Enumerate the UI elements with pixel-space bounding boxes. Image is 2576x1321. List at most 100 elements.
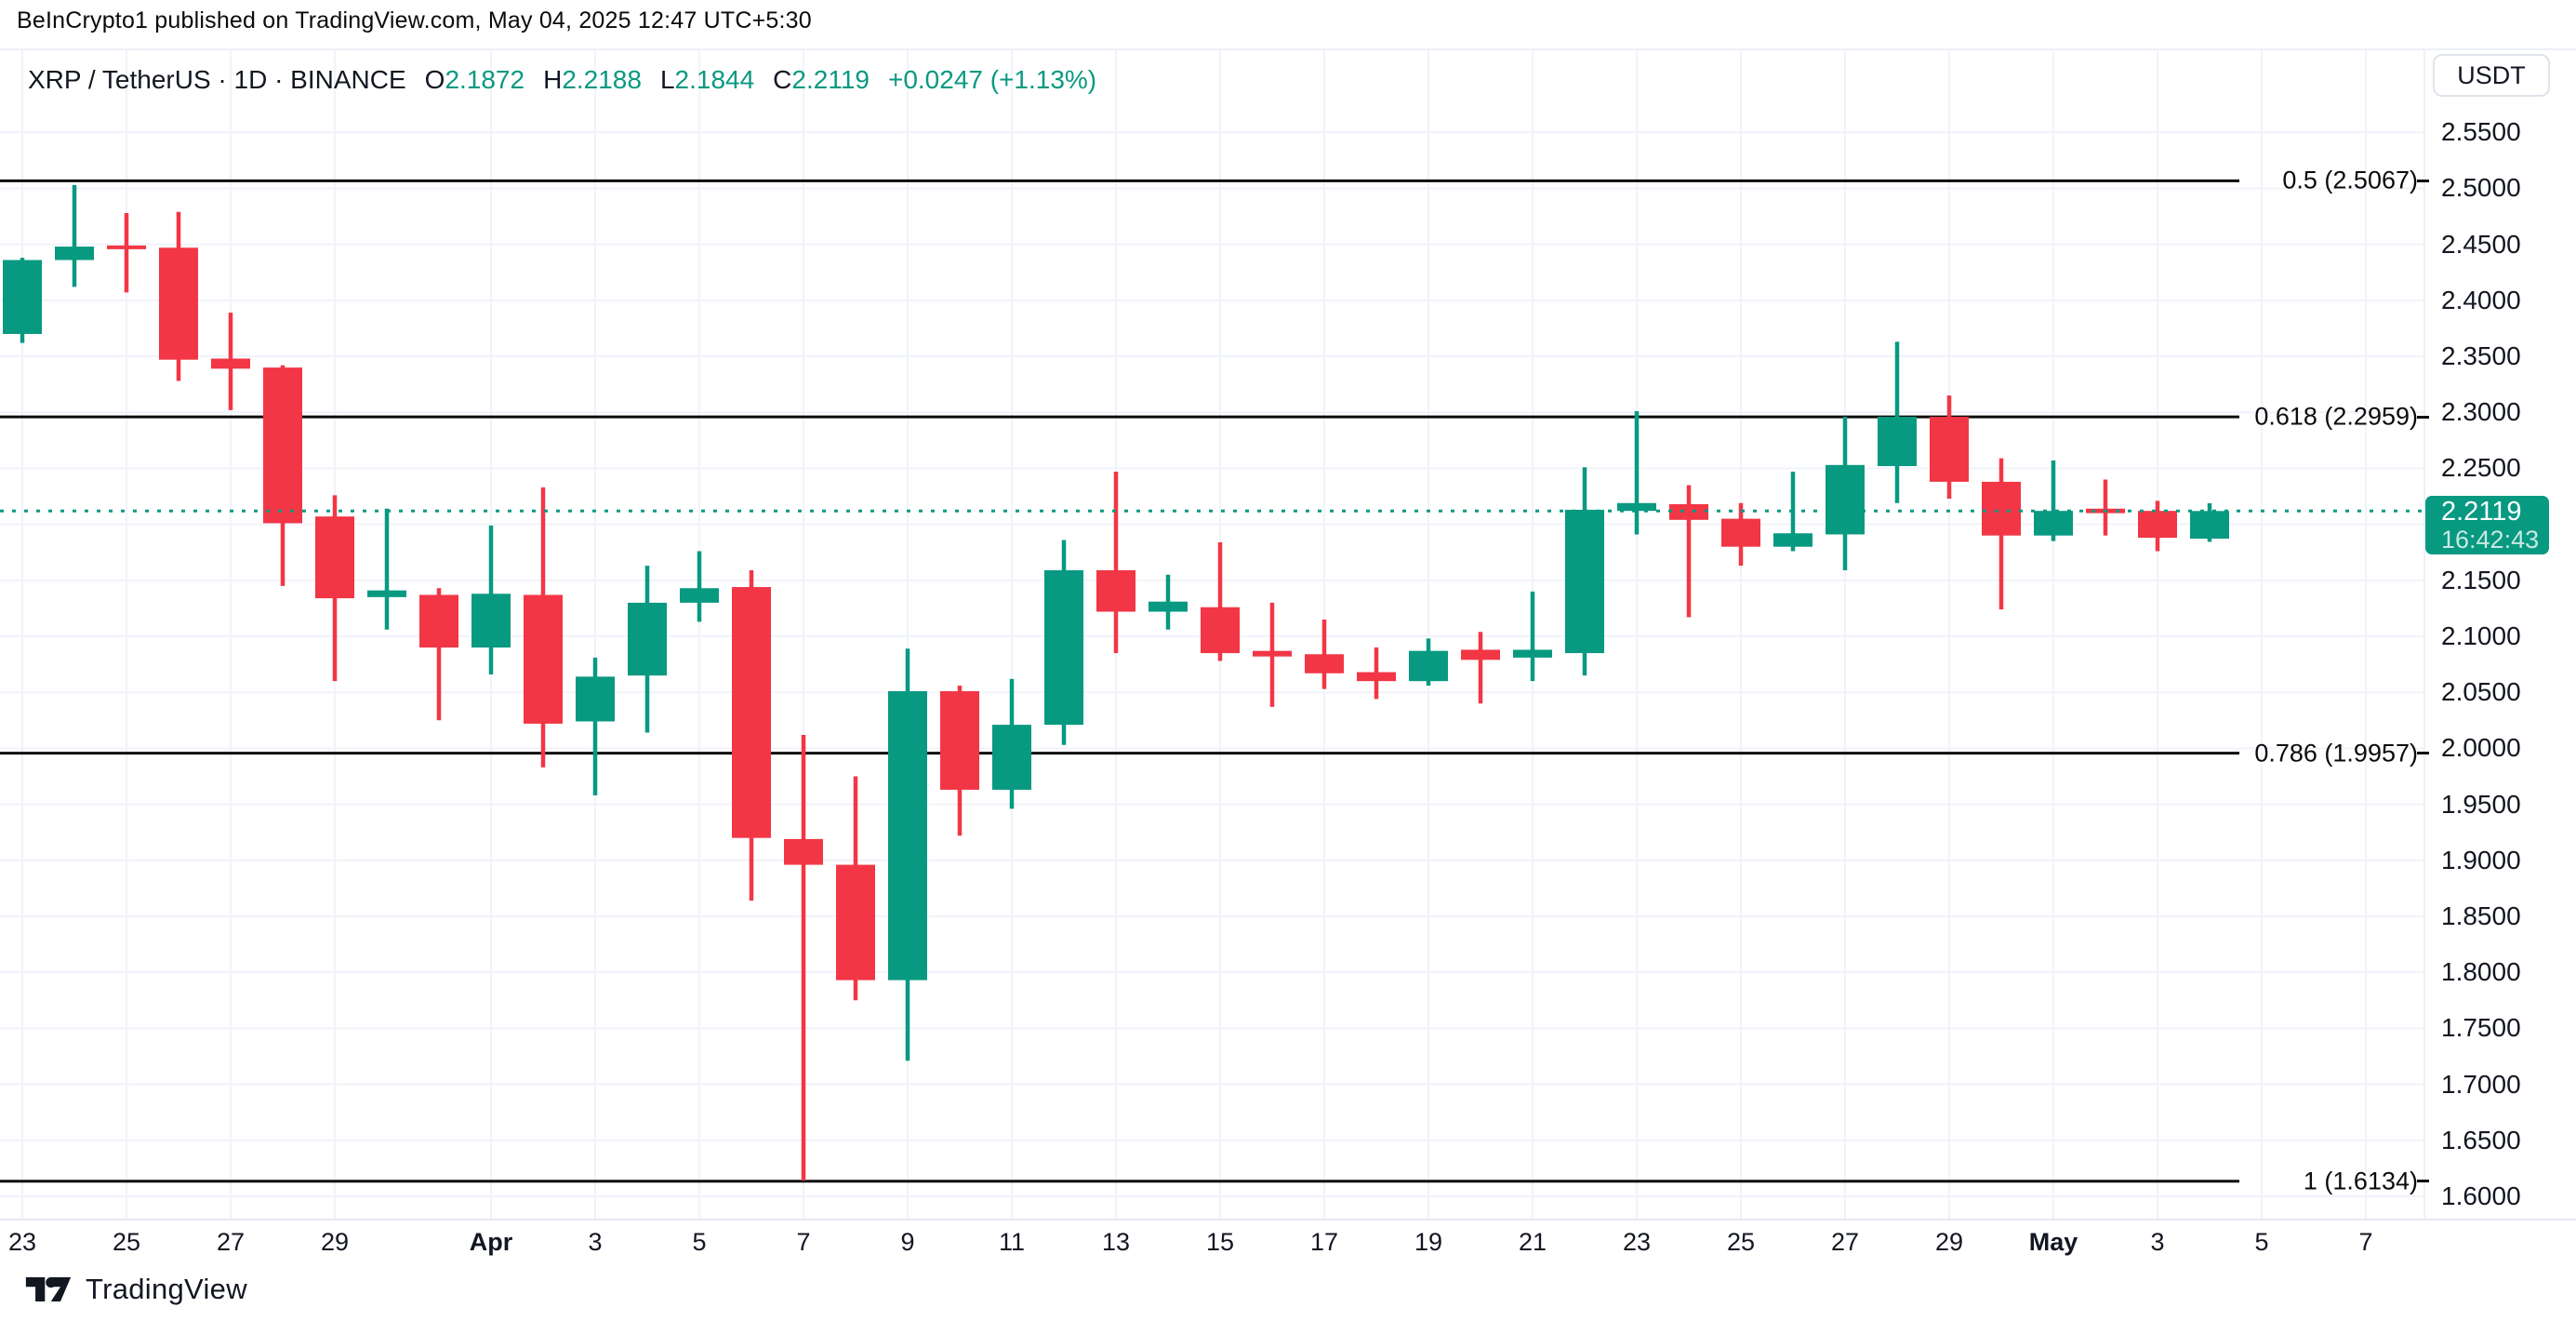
chart-top-border bbox=[0, 48, 2576, 50]
time-tick-label: 21 bbox=[1518, 1228, 1547, 1256]
candle-may-1 bbox=[2034, 460, 2073, 541]
candle-apr-7 bbox=[784, 734, 823, 1181]
candle-body bbox=[1253, 650, 1292, 657]
candle-body bbox=[1878, 417, 1917, 467]
fib-label-dash bbox=[2417, 415, 2429, 419]
tradingview-logo-icon bbox=[25, 1277, 72, 1301]
time-tick-label: 23 bbox=[1622, 1228, 1652, 1256]
time-tick-label: May bbox=[2028, 1228, 2078, 1256]
candle-apr-16 bbox=[1253, 602, 1292, 707]
ohlc-close: C2.2119 bbox=[773, 65, 870, 94]
candle-body bbox=[263, 367, 302, 524]
candle-apr-29 bbox=[1930, 395, 1969, 499]
time-tick-label: 27 bbox=[216, 1228, 246, 1256]
candle-apr-27 bbox=[1826, 417, 1865, 570]
candle-body bbox=[628, 602, 667, 676]
candle-apr-8 bbox=[836, 776, 875, 1001]
candle-body bbox=[1669, 503, 1708, 520]
price-tick-label: 2.5500 bbox=[2441, 117, 2521, 147]
time-tick-label: 29 bbox=[1934, 1228, 1964, 1256]
candle-body bbox=[1565, 509, 1604, 654]
candle-apr-12 bbox=[1044, 540, 1083, 745]
symbol-legend[interactable]: XRP / TetherUS · 1D · BINANCE O2.1872 H2… bbox=[28, 65, 1096, 95]
price-tick-label: 1.9500 bbox=[2441, 789, 2521, 819]
time-tick-label: Apr bbox=[469, 1228, 513, 1256]
candle-body bbox=[1982, 481, 2021, 536]
price-tick-label: 2.1500 bbox=[2441, 565, 2521, 594]
candle-apr-10 bbox=[940, 685, 979, 836]
time-tick-label: 15 bbox=[1205, 1228, 1235, 1256]
candle-apr-5 bbox=[680, 551, 719, 622]
candle-may-4 bbox=[2190, 502, 2229, 542]
time-tick-label: 27 bbox=[1830, 1228, 1860, 1256]
ohlc-high: H2.2188 bbox=[543, 65, 642, 94]
attribution-text: BeInCrypto1 published on TradingView.com… bbox=[17, 7, 812, 33]
price-tick-label: 2.4500 bbox=[2441, 229, 2521, 259]
ohlc-low: L2.1844 bbox=[659, 65, 755, 94]
candle-apr-9 bbox=[888, 648, 927, 1061]
fib-label-dash bbox=[2417, 1180, 2429, 1183]
candle-body bbox=[1044, 569, 1083, 726]
tradingview-watermark[interactable]: TradingView bbox=[24, 1273, 247, 1306]
candle-mar-28 bbox=[263, 365, 302, 586]
candle-apr-19 bbox=[1409, 638, 1448, 686]
candle-body bbox=[1409, 650, 1448, 682]
fib-label-0.618: 0.618 (2.2959) bbox=[2254, 402, 2418, 431]
price-tick-label: 2.2500 bbox=[2441, 453, 2521, 483]
price-tick-label: 2.5000 bbox=[2441, 173, 2521, 203]
time-tick-label: 3 bbox=[588, 1228, 603, 1256]
candle-may-3 bbox=[2138, 500, 2177, 552]
candle-apr-3 bbox=[576, 657, 615, 795]
tradingview-watermark-text: TradingView bbox=[86, 1273, 247, 1305]
time-tick-label: 9 bbox=[900, 1228, 915, 1256]
candle-body bbox=[2138, 511, 2177, 539]
candle-body bbox=[940, 690, 979, 790]
candle-apr-15 bbox=[1201, 541, 1240, 661]
price-tick-label: 1.9000 bbox=[2441, 845, 2521, 874]
candle-apr-22 bbox=[1565, 467, 1604, 676]
candle-body bbox=[107, 245, 146, 249]
time-tick-label: 19 bbox=[1414, 1228, 1443, 1256]
price-tick-label: 2.0000 bbox=[2441, 733, 2521, 763]
candle-body bbox=[2190, 511, 2229, 540]
candle-body bbox=[732, 587, 771, 838]
currency-usdt-button[interactable]: USDT bbox=[2433, 54, 2550, 97]
time-tick-label: 5 bbox=[692, 1228, 707, 1256]
ohlc-open: O2.1872 bbox=[424, 65, 525, 94]
fib-label-0.786: 0.786 (1.9957) bbox=[2254, 739, 2418, 767]
candle-mar-23 bbox=[3, 258, 42, 343]
price-axis-border bbox=[2423, 48, 2425, 1219]
candle-mar-30 bbox=[367, 508, 406, 630]
time-tick-label: 25 bbox=[112, 1228, 141, 1256]
last-price-value: 2.2119 bbox=[2441, 496, 2522, 527]
candle-apr-30 bbox=[1982, 458, 2021, 610]
candle-body bbox=[419, 594, 458, 648]
time-tick-label: 13 bbox=[1101, 1228, 1131, 1256]
candle-body bbox=[1826, 464, 1865, 535]
candle-mar-25 bbox=[107, 212, 146, 293]
time-tick-label: 25 bbox=[1726, 1228, 1756, 1256]
candle-may-2 bbox=[2086, 479, 2125, 536]
price-tick-label: 2.3500 bbox=[2441, 341, 2521, 371]
symbol-title[interactable]: XRP / TetherUS · 1D · BINANCE bbox=[28, 65, 406, 94]
candle-body bbox=[680, 588, 719, 603]
price-tick-label: 2.3000 bbox=[2441, 397, 2521, 427]
price-tick-label: 1.6000 bbox=[2441, 1181, 2521, 1210]
candle-body bbox=[1721, 518, 1760, 547]
candle-apr-23 bbox=[1617, 411, 1656, 535]
candle-mar-26 bbox=[159, 211, 198, 381]
candle-body bbox=[3, 260, 42, 334]
candle-body bbox=[471, 594, 511, 648]
time-tick-label: 7 bbox=[796, 1228, 811, 1256]
candle-apr-26 bbox=[1773, 472, 1812, 552]
last-price-badge: 2.2119 16:42:43 bbox=[2425, 496, 2549, 555]
candle-body bbox=[55, 247, 94, 260]
candle-body bbox=[1617, 502, 1656, 512]
candle-apr-20 bbox=[1461, 632, 1500, 704]
candle-body bbox=[1357, 672, 1396, 682]
time-tick-label: 29 bbox=[320, 1228, 350, 1256]
candle-apr-13 bbox=[1096, 472, 1135, 654]
candle-body bbox=[888, 690, 927, 981]
